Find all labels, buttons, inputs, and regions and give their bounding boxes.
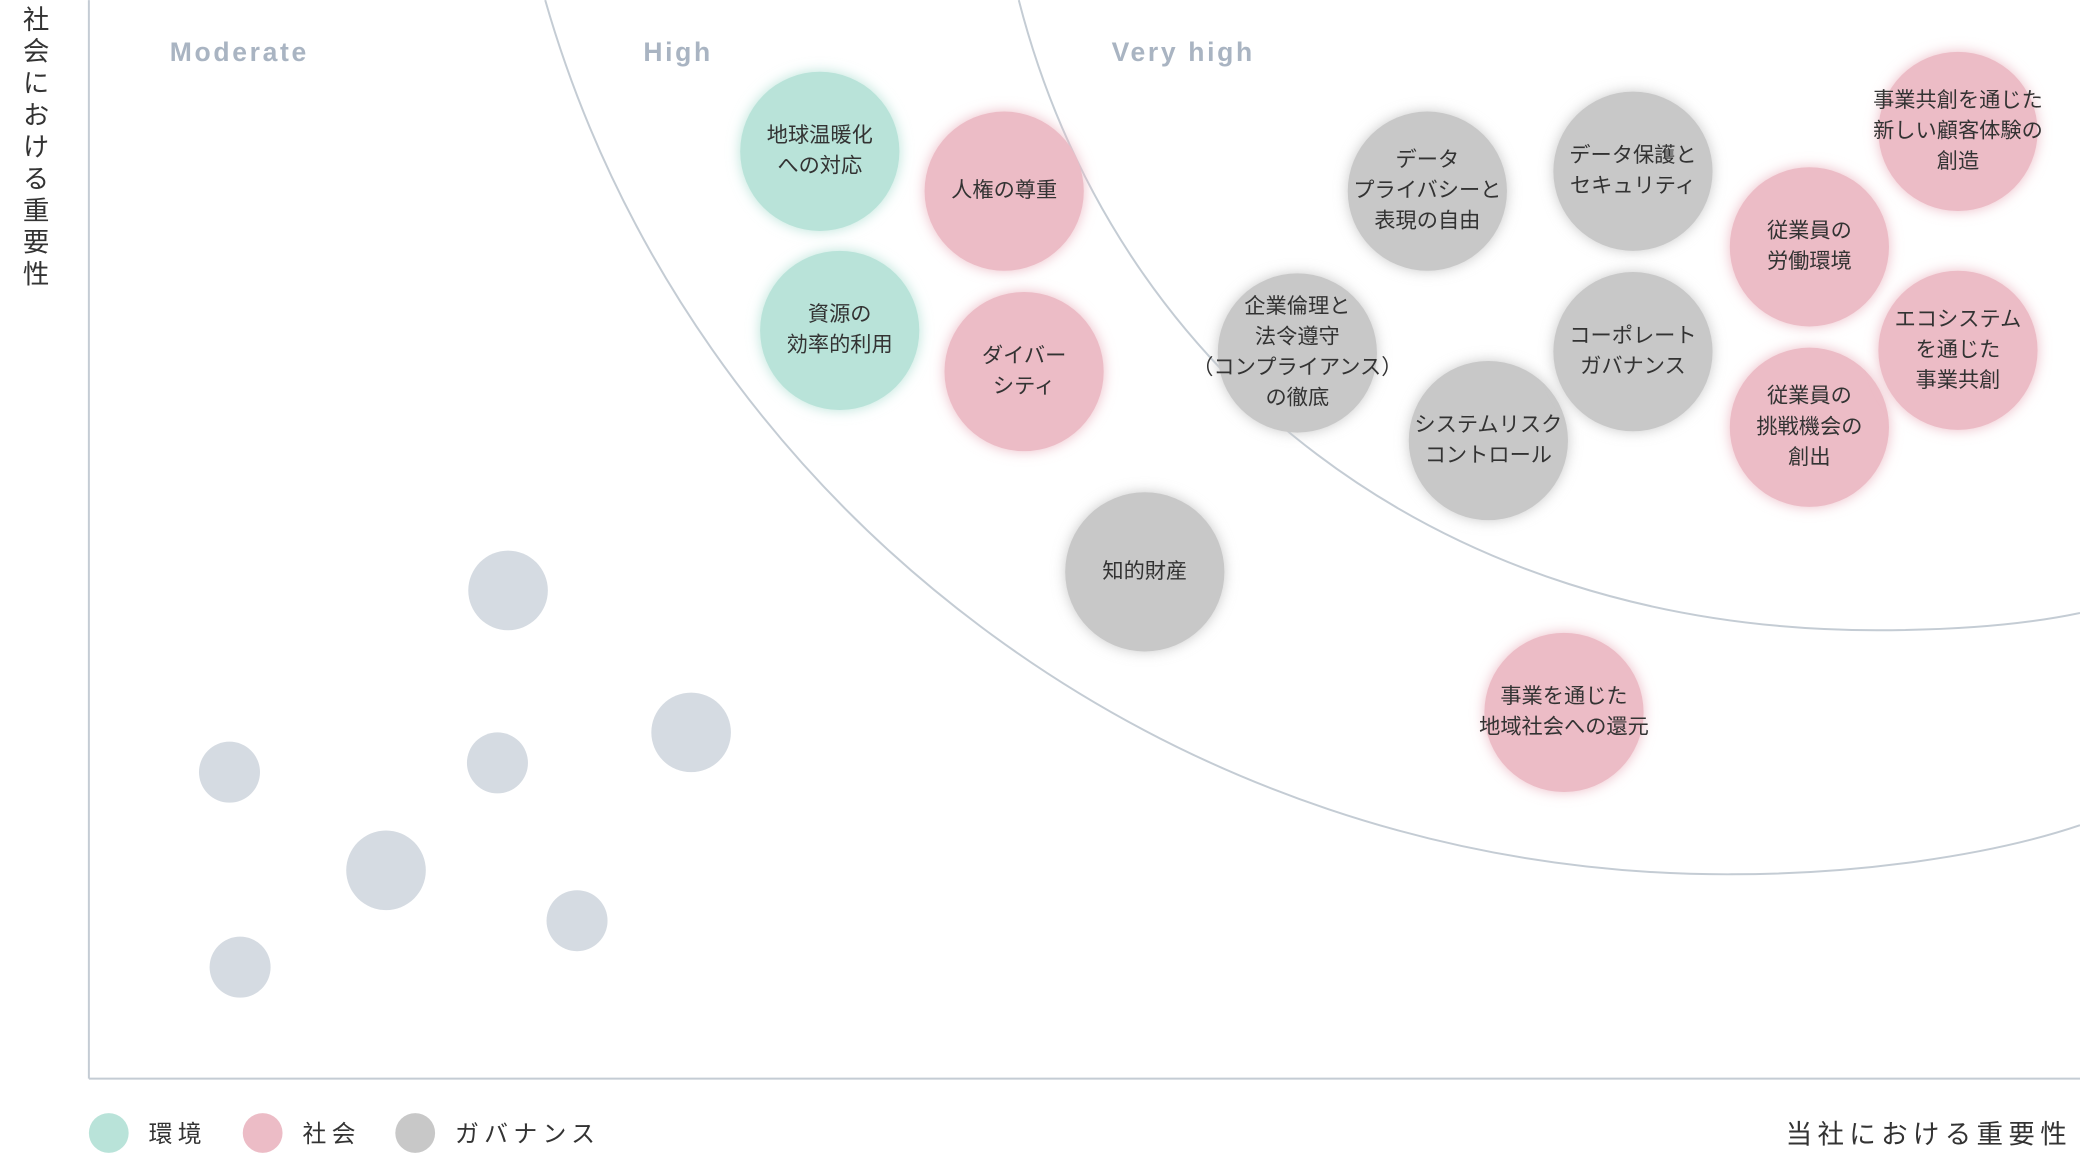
bubble-label: システムリスク <box>1414 412 1562 437</box>
bubble <box>346 830 426 911</box>
bubble-label: ダイバー <box>982 343 1066 368</box>
bubble-label: 知的財産 <box>1102 559 1187 584</box>
bubble-label: データ保護と <box>1569 143 1696 168</box>
bubble <box>1065 492 1225 652</box>
legend-label: ガバナンス <box>455 1120 600 1148</box>
bubble-label: コントロール <box>1425 443 1552 468</box>
legend-swatch <box>395 1113 436 1153</box>
bubble-label: 新しい顧客体験の <box>1873 118 2043 143</box>
bubble-label: 事業共創 <box>1916 368 2001 393</box>
bubble-label: データ <box>1396 148 1460 173</box>
bubble <box>760 250 920 411</box>
bubble-label: コーポレート <box>1569 323 1696 348</box>
bubble-label: プライバシーと <box>1353 178 1501 203</box>
legend-label: 社会 <box>302 1120 360 1148</box>
bubble-label: 人権の尊重 <box>951 178 1057 203</box>
bubble <box>924 111 1084 271</box>
bubble <box>1408 360 1568 521</box>
bubble <box>1729 347 1889 507</box>
zone-label: High <box>643 37 713 67</box>
bubble-label: 挑戦機会の <box>1756 414 1862 439</box>
bubble-label: 創出 <box>1788 445 1830 470</box>
bubble <box>546 890 608 952</box>
bubble-label: 従業員の <box>1767 219 1852 244</box>
bubble-label: の徹底 <box>1266 386 1330 411</box>
bubble <box>740 71 900 231</box>
bubble <box>651 692 731 773</box>
bubble-label: への対応 <box>777 154 862 179</box>
bubble-label: 労働環境 <box>1767 249 1852 274</box>
x-axis-label: 当社における重要性 <box>1786 1120 2072 1151</box>
bubble-label: 事業共創を通じた <box>1873 88 2043 113</box>
bubble <box>466 732 528 794</box>
legend-swatch <box>242 1113 283 1153</box>
bubble <box>1878 270 2038 430</box>
bubble-label: （コンプライアンス） <box>1192 355 1402 380</box>
bubble <box>1553 91 1713 251</box>
bubble-label: 地球温暖化 <box>767 123 873 148</box>
bubble <box>468 550 548 631</box>
bubble-label: 法令遵守 <box>1255 325 1340 350</box>
bubble-label: ガバナンス <box>1580 354 1686 379</box>
zone-boundary <box>1017 0 2080 632</box>
bubble <box>1553 272 1713 432</box>
bubble <box>1878 51 2038 212</box>
bubble <box>944 291 1104 452</box>
bubble-label: 効率的利用 <box>787 333 893 358</box>
bubble <box>1484 632 1644 793</box>
bubble-label: 事業を通じた <box>1500 684 1627 709</box>
bubble <box>198 741 260 803</box>
bubble-label: 資源の <box>808 302 872 327</box>
zone-label: Very high <box>1112 37 1255 67</box>
bubble-label: 従業員の <box>1767 384 1852 409</box>
bubble-label: 表現の自由 <box>1374 209 1480 234</box>
bubble-label: 企業倫理と <box>1244 294 1350 319</box>
bubble-label: 創造 <box>1937 149 1979 174</box>
legend-swatch <box>88 1113 129 1153</box>
y-axis-label: 社会における重要性 <box>18 5 49 292</box>
bubble <box>1347 111 1507 271</box>
bubble-label: を通じた <box>1916 337 2001 362</box>
legend-label: 環境 <box>149 1120 207 1148</box>
bubble-label: エコシステム <box>1895 307 2022 332</box>
issue-bubble: 人権の尊重 <box>924 111 1084 271</box>
bubble-label: セキュリティ <box>1570 174 1696 199</box>
bubble-label: 地域社会への還元 <box>1479 715 1649 740</box>
bubble <box>209 936 271 998</box>
zone-label: Moderate <box>170 37 309 67</box>
bubble-label: シティ <box>993 374 1055 399</box>
bubble <box>1729 167 1889 327</box>
issue-bubble: 知的財産 <box>1065 492 1225 652</box>
unlabeled-bubbles <box>198 550 731 998</box>
bubble <box>1217 273 1377 433</box>
zone-boundary <box>544 0 2080 876</box>
